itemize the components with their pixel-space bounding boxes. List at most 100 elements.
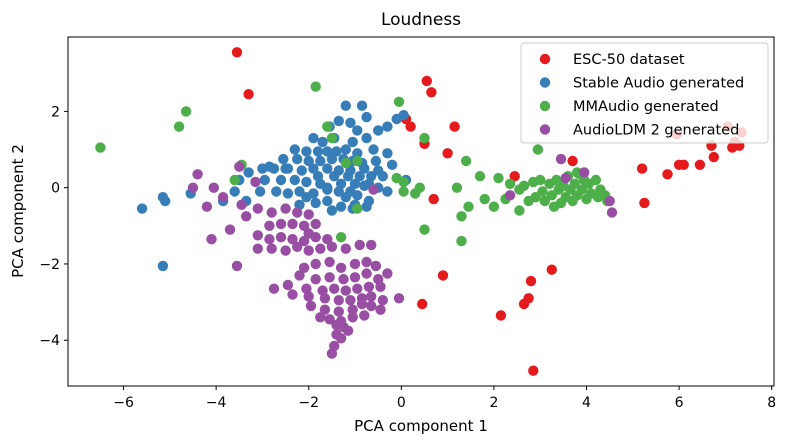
series-1-point xyxy=(331,146,342,157)
x-tick-label: −2 xyxy=(298,395,319,411)
series-1-point xyxy=(361,111,372,123)
series-3-point xyxy=(504,190,516,201)
series-3-point xyxy=(292,241,303,252)
series-3-point xyxy=(370,260,382,272)
series-0-point xyxy=(546,264,557,275)
series-3-point xyxy=(377,295,388,306)
series-3-point xyxy=(282,279,294,291)
series-2-point xyxy=(463,201,474,212)
series-0-point xyxy=(449,121,460,132)
series-1-point xyxy=(368,144,379,155)
series-0-point xyxy=(231,47,243,58)
legend-label: MMAudio generated xyxy=(573,99,719,115)
series-2-point xyxy=(548,201,560,212)
series-2-point xyxy=(326,132,338,144)
series-2-point xyxy=(539,195,550,207)
legend-frame xyxy=(520,42,769,144)
series-2-point xyxy=(173,121,185,132)
point-layer xyxy=(95,47,747,376)
series-0-point xyxy=(636,163,648,174)
x-tick-label: 8 xyxy=(767,395,776,411)
series-1-point xyxy=(278,153,289,165)
series-2-point xyxy=(229,174,240,186)
series-1-point xyxy=(349,178,361,189)
series-3-point xyxy=(266,207,277,218)
series-1-point xyxy=(160,195,171,207)
series-2-point xyxy=(322,121,333,132)
series-2-point xyxy=(456,235,467,247)
series-3-point xyxy=(303,291,314,302)
series-3-point xyxy=(333,295,344,306)
series-1-point xyxy=(359,163,370,174)
series-3-point xyxy=(252,203,263,214)
series-3-point xyxy=(606,207,618,218)
series-1-point xyxy=(268,163,280,174)
series-1-point xyxy=(352,190,363,201)
series-0-point xyxy=(694,159,706,170)
series-2-point xyxy=(340,157,351,169)
series-1-point xyxy=(310,197,321,209)
series-0-point xyxy=(678,159,689,170)
series-3-point xyxy=(241,211,252,222)
series-1-point xyxy=(340,144,351,155)
series-3-point xyxy=(335,333,347,344)
series-3-point xyxy=(252,243,263,254)
series-0-point xyxy=(437,270,449,281)
series-1-point xyxy=(386,159,398,170)
series-1-point xyxy=(361,132,372,144)
series-1-point xyxy=(322,146,333,157)
series-2-point xyxy=(451,182,463,193)
series-3-point xyxy=(340,243,351,254)
series-3-point xyxy=(315,312,326,323)
series-3-point xyxy=(287,218,298,230)
series-3-point xyxy=(303,209,314,220)
series-1-point xyxy=(289,144,300,155)
series-0-point xyxy=(528,365,539,376)
series-3-point xyxy=(268,283,280,294)
y-tick-label: 0 xyxy=(51,181,60,197)
series-1-point xyxy=(257,163,268,174)
series-3-point xyxy=(363,281,375,292)
series-0-point xyxy=(421,75,432,87)
x-tick-label: 2 xyxy=(489,395,498,411)
series-1-point xyxy=(370,155,382,167)
series-2-point xyxy=(419,224,430,235)
series-2-point xyxy=(474,171,486,182)
series-2-point xyxy=(414,182,425,193)
x-tick-label: −6 xyxy=(113,395,134,411)
series-2-point xyxy=(419,132,430,144)
legend-label: AudioLDM 2 generated xyxy=(573,123,739,139)
series-3-point xyxy=(201,201,213,212)
series-3-point xyxy=(329,283,340,294)
series-1-point xyxy=(136,203,148,214)
series-0-point xyxy=(509,171,520,182)
series-0-point xyxy=(495,310,507,321)
legend-marker xyxy=(539,53,551,65)
series-2-point xyxy=(479,193,490,205)
series-0-point xyxy=(525,275,537,287)
series-3-point xyxy=(310,218,321,230)
series-2-point xyxy=(576,184,588,195)
series-2-point xyxy=(514,205,525,216)
series-3-point xyxy=(324,256,335,268)
series-2-point xyxy=(488,201,500,212)
x-axis-label: PCA component 1 xyxy=(354,417,488,435)
series-3-point xyxy=(287,234,298,245)
series-1-point xyxy=(312,146,324,157)
x-tick-label: 6 xyxy=(675,395,684,411)
series-0-point xyxy=(405,121,416,132)
series-2-point xyxy=(352,203,363,214)
series-2-point xyxy=(518,180,530,191)
series-1-point xyxy=(347,136,358,148)
series-0-point xyxy=(426,87,437,98)
series-2-point xyxy=(546,190,557,201)
series-3-point xyxy=(298,262,310,273)
series-3-point xyxy=(345,295,356,306)
series-3-point xyxy=(231,260,243,272)
series-3-point xyxy=(331,319,342,331)
series-3-point xyxy=(382,268,393,279)
series-3-point xyxy=(310,274,321,285)
series-3-point xyxy=(324,272,335,283)
series-3-point xyxy=(208,182,219,193)
y-tick-label: −4 xyxy=(39,333,60,349)
